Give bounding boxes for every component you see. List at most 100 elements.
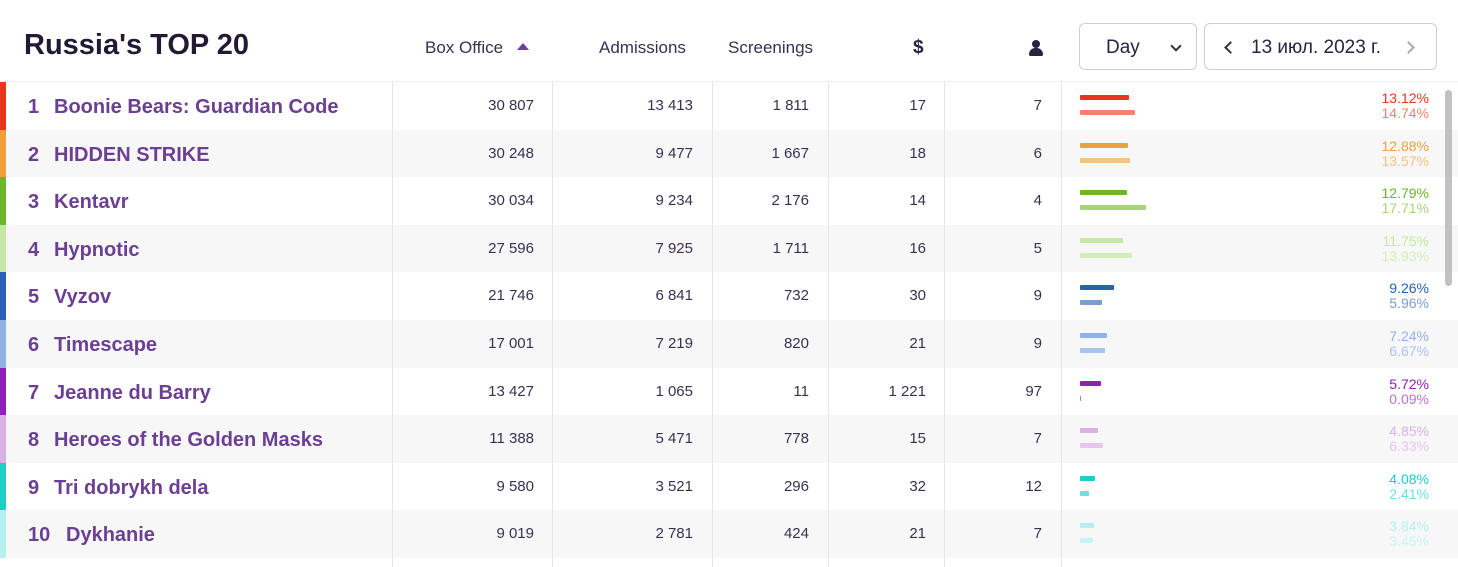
- admissions-value: 5 471: [655, 430, 693, 448]
- box-office-value: 9 580: [496, 477, 534, 495]
- box-office-share-percent: 9.26%: [1389, 280, 1429, 297]
- avg-dollar-value: 16: [909, 239, 926, 257]
- movie-title-link[interactable]: Timescape: [54, 333, 158, 356]
- admissions-share-percent: 17.71%: [1381, 200, 1429, 217]
- chevron-down-icon: [1170, 40, 1182, 52]
- person-icon[interactable]: [1029, 40, 1043, 56]
- rank-number: 3: [28, 191, 40, 214]
- rank-number: 5: [28, 286, 40, 309]
- table-row[interactable]: 8 Heroes of the Golden Masks 11 388 5 471 77…: [0, 415, 1458, 463]
- movie-title-link[interactable]: Tri dobrykh dela: [54, 476, 209, 499]
- column-divider: [392, 82, 393, 567]
- box-office-value: 30 034: [488, 192, 534, 210]
- admissions-share-percent: 13.93%: [1381, 247, 1429, 264]
- row-color-stripe: [0, 462, 6, 511]
- column-header-screenings[interactable]: Screenings: [728, 38, 814, 57]
- avg-dollar-value: 21: [909, 525, 926, 543]
- date-picker[interactable]: 13 июл. 2023 г.: [1204, 23, 1437, 70]
- column-divider: [552, 82, 553, 567]
- chevron-right-icon[interactable]: [1402, 35, 1422, 59]
- table-row[interactable]: 2 HIDDEN STRIKE 30 248 9 477 1 667 18 6 12.88% 1…: [0, 129, 1458, 178]
- ranking-table: 1 Boonie Bears: Guardian Code 30 807 13 413…: [0, 82, 1458, 558]
- movie-title-link[interactable]: Dykhanie: [66, 524, 155, 547]
- sort-ascending-icon: [517, 43, 530, 50]
- column-divider: [712, 82, 713, 567]
- movie-title-link[interactable]: Hypnotic: [54, 238, 140, 261]
- table-row[interactable]: 6 Timescape 17 001 7 219 820 21 9 7.24% 6.67%: [0, 319, 1458, 368]
- avg-persons-value: 4: [1033, 192, 1042, 210]
- admissions-value: 2 781: [655, 525, 693, 543]
- column-divider: [1061, 82, 1062, 567]
- screenings-value: 1 811: [772, 97, 809, 114]
- screenings-value: 2 176: [771, 192, 809, 210]
- movie-title-link[interactable]: Boonie Bears: Guardian Code: [54, 96, 339, 118]
- row-color-stripe: [0, 415, 6, 463]
- rank-number: 1: [28, 96, 40, 118]
- row-color-stripe: [0, 319, 6, 368]
- avg-dollar-value: 17: [909, 97, 926, 114]
- box-office-share-bar: [1080, 380, 1102, 386]
- scrollbar[interactable]: [1445, 90, 1452, 286]
- avg-persons-value: 12: [1025, 477, 1042, 495]
- rank-number: 9: [28, 476, 40, 499]
- rank-number: 8: [28, 429, 40, 452]
- column-header-box-office[interactable]: Box Office: [425, 38, 530, 58]
- admissions-share-percent: 3.45%: [1389, 533, 1429, 550]
- avg-persons-value: 7: [1033, 430, 1042, 448]
- avg-persons-value: 6: [1033, 144, 1042, 162]
- movie-title-link[interactable]: Vyzov: [54, 286, 112, 309]
- box-office-share-bar: [1080, 190, 1128, 196]
- table-row[interactable]: 9 Tri dobrykh dela 9 580 3 521 296 32 12 4.08% 2…: [0, 462, 1458, 511]
- admissions-value: 9 234: [655, 192, 693, 210]
- movie-title-link[interactable]: Jeanne du Barry: [54, 381, 211, 404]
- table-row[interactable]: 1 Boonie Bears: Guardian Code 30 807 13 413…: [0, 82, 1458, 130]
- screenings-value: 820: [783, 334, 809, 352]
- admissions-value: 1 065: [655, 382, 693, 400]
- avg-persons-value: 7: [1033, 97, 1042, 114]
- box-office-value: 30 807: [488, 97, 534, 114]
- admissions-share-bar: [1080, 252, 1132, 258]
- admissions-share-bar: [1080, 347, 1105, 353]
- table-row[interactable]: 7 Jeanne du Barry 13 427 1 065 11 1 221 97 5.72…: [0, 367, 1458, 416]
- row-color-stripe: [0, 129, 6, 178]
- avg-dollar-value: 14: [909, 192, 926, 210]
- box-office-share-bar: [1080, 237, 1124, 243]
- table-row[interactable]: 5 Vyzov 21 746 6 841 732 30 9 9.26% 5.96%: [0, 272, 1458, 320]
- row-color-stripe: [0, 272, 6, 320]
- table-header: Russia's TOP 20 Box Office Admissions Sc…: [0, 0, 1458, 82]
- table-row[interactable]: 4 Hypnotic 27 596 7 925 1 711 16 5 11.75% 13.93%: [0, 224, 1458, 273]
- box-office-share-percent: 3.84%: [1389, 518, 1429, 535]
- screenings-value: 1 667: [771, 144, 809, 162]
- avg-persons-value: 9: [1033, 287, 1042, 305]
- row-color-stripe: [0, 224, 6, 273]
- admissions-share-percent: 14.74%: [1381, 105, 1429, 121]
- box-office-share-percent: 12.79%: [1381, 185, 1429, 202]
- period-select[interactable]: Day: [1079, 23, 1197, 70]
- table-row[interactable]: 10 Dykhanie 9 019 2 781 424 21 7 3.84% 3.45%: [0, 510, 1458, 558]
- box-office-value: 13 427: [488, 382, 534, 400]
- movie-title-link[interactable]: Kentavr: [54, 191, 129, 214]
- admissions-share-bar: [1080, 110, 1135, 115]
- box-office-share-percent: 13.12%: [1381, 90, 1429, 106]
- admissions-value: 13 413: [647, 97, 693, 114]
- movie-title-link[interactable]: Heroes of the Golden Masks: [54, 429, 323, 452]
- avg-persons-value: 9: [1033, 334, 1042, 352]
- movie-title-link[interactable]: HIDDEN STRIKE: [54, 143, 210, 166]
- column-divider: [828, 82, 829, 567]
- box-office-share-bar: [1080, 428, 1098, 434]
- table-row[interactable]: 3 Kentavr 30 034 9 234 2 176 14 4 12.79% 17.71%: [0, 177, 1458, 225]
- row-color-stripe: [0, 510, 6, 558]
- column-header-box-office-label: Box Office: [425, 38, 504, 57]
- box-office-share-percent: 4.85%: [1389, 423, 1429, 440]
- chevron-left-icon[interactable]: [1219, 35, 1239, 59]
- column-header-admissions[interactable]: Admissions: [599, 38, 686, 57]
- dollar-icon[interactable]: $: [913, 37, 924, 58]
- admissions-value: 9 477: [655, 144, 693, 162]
- box-office-value: 17 001: [488, 334, 534, 352]
- box-office-share-bar: [1080, 285, 1115, 291]
- admissions-value: 3 521: [655, 477, 693, 495]
- admissions-share-bar: [1080, 205, 1146, 211]
- box-office-share-percent: 7.24%: [1389, 327, 1429, 344]
- box-office-value: 27 596: [488, 239, 534, 257]
- screenings-value: 424: [783, 525, 809, 543]
